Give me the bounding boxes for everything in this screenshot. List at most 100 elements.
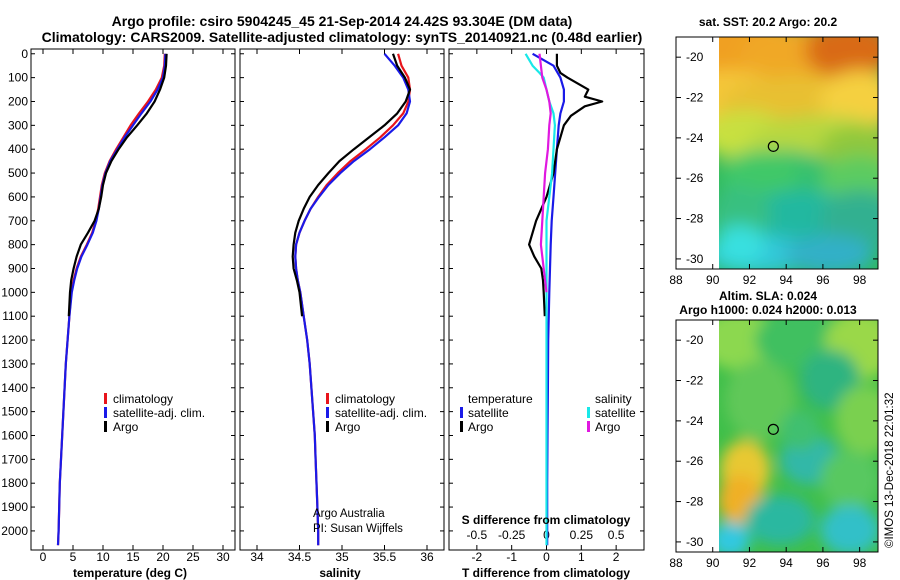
x-tick-label: -2 [472,550,483,564]
difference-legend: temperature satellite Argo salinity sate… [460,392,636,434]
map-y-tick-label: -22 [686,91,704,105]
series-line-temperature-satellite [532,52,566,546]
legend-title-temperature: temperature [468,392,533,406]
map-x-tick-label: 98 [853,556,867,570]
salinity-legend: climatology satellite-adj. clim. Argo [326,392,427,434]
legend-label-satellite: satellite-adj. clim. [335,406,427,420]
series-line-satellite-adj-clim- [294,53,412,546]
series-line-argo [67,53,168,317]
series-line-temperature-argo [527,53,604,317]
sst-map-title: sat. SST: 20.2 Argo: 20.2 [699,15,838,29]
legend-swatch-s-argo [587,421,590,432]
legend-label-t-satellite: satellite [468,406,509,420]
depth-tick-label: 1100 [2,309,28,323]
legend-label-satellite: satellite-adj. clim. [113,406,205,420]
legend-label-argo: Argo [335,420,361,434]
legend-label-argo: Argo [113,420,139,434]
s-difference-x-ticks: -0.5 -0.25 0 0.25 0.5 [467,528,625,542]
depth-tick-label: 600 [8,190,28,204]
map-y-tick-label: -24 [686,131,704,145]
figure-title-line2: Climatology: CARS2009. Satellite-adjuste… [42,29,643,45]
depth-tick-label: 100 [8,71,28,85]
depth-tick-label: 2000 [1,524,28,538]
depth-tick-label: 200 [8,94,28,108]
series-line-salinity-argo [538,53,552,293]
temperature-lines [56,53,168,546]
depth-tick-label: 1900 [1,500,28,514]
depth-tick-label: 1200 [1,333,28,347]
map-y-tick-label: -30 [686,535,704,549]
depth-tick-label: 400 [8,142,28,156]
series-line-salinity-satellite [524,53,557,546]
x-tick-label: 0.5 [608,528,625,542]
s-difference-axis-label: S difference from climatology [462,513,631,527]
x-tick-label: 34 [250,550,264,564]
argo-location-marker [767,140,779,152]
legend-label-climatology: climatology [113,392,173,406]
x-tick-label: -0.5 [467,528,488,542]
map-y-tick-label: -26 [686,171,704,185]
map-x-tick-label: 90 [706,556,720,570]
series-line-climatology [294,53,412,546]
salinity-x-ticks: 34 34.5 35 35.5 36 [250,49,434,564]
temperature-axis-label: temperature (deg C) [73,566,187,580]
sla-map-frame [675,319,879,553]
legend-swatch-climatology [326,393,329,404]
map-y-tick-label: -20 [686,50,704,64]
x-tick-label: -0.25 [498,528,526,542]
x-tick-label: 35 [335,550,349,564]
depth-tick-label: 700 [8,214,28,228]
x-tick-label: 15 [126,550,140,564]
legend-swatch-t-satellite [460,407,463,418]
depth-tick-label: 300 [8,118,28,132]
credit-argo-australia: Argo Australia [313,508,385,520]
salinity-lines [291,53,412,546]
legend-label-s-satellite: satellite [595,406,636,420]
sla-map-ticks: 88 90 92 94 96 98 -20 -22 -24 -26 -28 -30 [669,320,878,570]
credit-pi-name: PI: Susan Wijffels [313,523,403,535]
x-tick-label: -1 [506,550,517,564]
depth-tick-label: 1400 [1,381,28,395]
depth-tick-label: 500 [8,166,28,180]
figure-title-line1: Argo profile: csiro 5904245_45 21-Sep-20… [112,13,573,29]
sla-map-title: Altim. SLA: 0.024 [719,289,817,303]
depth-tick-label: 1000 [1,285,28,299]
map-x-tick-label: 88 [669,556,683,570]
x-tick-label: 0 [543,550,550,564]
series-line-satellite-adj-clim- [56,53,167,546]
legend-swatch-satellite [326,407,329,418]
legend-title-salinity: salinity [595,392,632,406]
salinity-axis-label: salinity [319,566,361,580]
t-difference-x-ticks: -2 -1 0 1 2 [472,49,620,564]
x-tick-label: 35.5 [373,550,397,564]
series-line-argo [291,53,412,317]
map-x-tick-label: 96 [816,273,830,287]
sla-map-subtitle: Argo h1000: 0.024 h2000: 0.013 [679,303,857,317]
depth-tick-label: 900 [8,261,28,275]
legend-swatch-t-argo [460,421,463,432]
map-y-tick-label: -26 [686,454,704,468]
legend-label-t-argo: Argo [468,420,494,434]
x-tick-label: 34.5 [288,550,312,564]
x-tick-label: 20 [156,550,170,564]
depth-tick-label: 800 [8,238,28,252]
x-tick-label: 10 [96,550,110,564]
map-y-tick-label: -20 [686,333,704,347]
sst-map-ticks: 88 90 92 94 96 98 -20 -22 -24 -26 -28 -30 [669,37,878,287]
sst-map [719,37,878,269]
depth-tick-label: 1500 [1,405,28,419]
depth-axis: 0 100 200 300 400 500 600 700 800 900 1000 1100 1200… [1,47,644,538]
series-line-climatology [56,53,166,546]
difference-lines [524,52,604,546]
x-tick-label: 25 [186,550,200,564]
salinity-panel-frame [239,48,445,551]
legend-swatch-satellite [104,407,107,418]
temperature-x-ticks: 0 5 10 15 20 25 30 [40,49,230,564]
x-tick-label: 30 [216,550,230,564]
argo-location-marker [767,423,779,435]
map-y-tick-label: -22 [686,374,704,388]
x-tick-label: 0.25 [570,528,594,542]
map-x-tick-label: 94 [780,273,794,287]
legend-swatch-s-satellite [587,407,590,418]
